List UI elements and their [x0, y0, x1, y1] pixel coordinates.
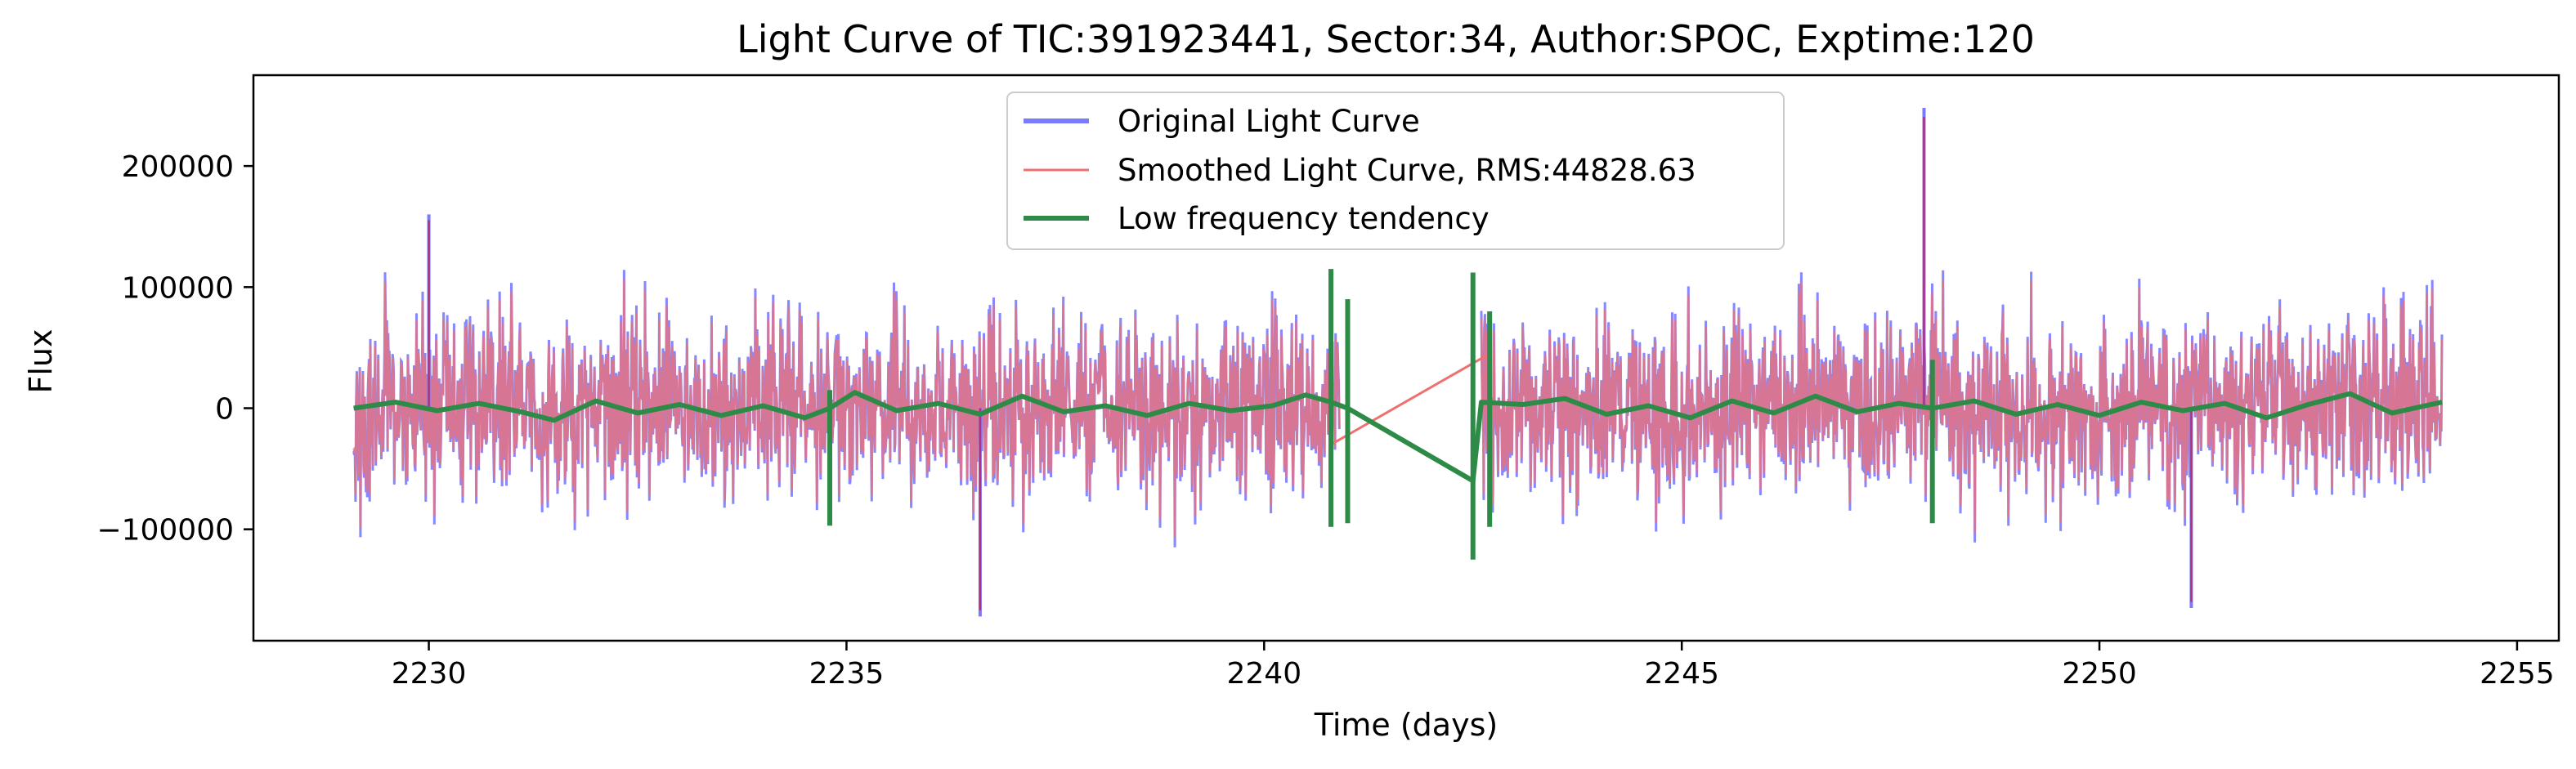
y-tick-label: 200000	[122, 150, 234, 184]
y-axis-label: Flux	[23, 329, 59, 394]
y-axis: −100000 0 100000 200000	[96, 150, 253, 548]
legend-label-original: Original Light Curve	[1118, 104, 1420, 139]
x-tick-label: 2245	[1644, 657, 1719, 691]
x-axis: 2230 2235 2240 2245 2250 2255	[392, 641, 2555, 691]
plot-frame	[252, 74, 2560, 642]
legend-label-tendency: Low frequency tendency	[1118, 201, 1490, 236]
x-tick-label: 2255	[2480, 657, 2555, 691]
smoothed-curve-segment-2	[1480, 279, 2444, 534]
legend: Original Light Curve Smoothed Light Curv…	[1006, 92, 1785, 250]
plot-area	[352, 108, 2444, 617]
y-tick-label: 0	[215, 392, 234, 426]
x-tick-label: 2235	[809, 657, 885, 691]
smoothed-gap-line	[1330, 352, 1490, 446]
smoothed-curve-segment-1	[352, 279, 1341, 538]
y-tick-label: 100000	[122, 271, 234, 305]
x-tick-label: 2230	[392, 657, 467, 691]
tendency-line	[353, 390, 2443, 484]
chart-title: Light Curve of TIC:391923441, Sector:34,…	[737, 17, 2035, 61]
x-tick-label: 2240	[1226, 657, 1301, 691]
x-tick-label: 2250	[2062, 657, 2137, 691]
x-axis-label: Time (days)	[1314, 707, 1498, 743]
legend-box	[1006, 92, 1785, 250]
y-tick-label: −100000	[96, 514, 234, 548]
legend-label-smoothed: Smoothed Light Curve, RMS:44828.63	[1118, 153, 1696, 188]
